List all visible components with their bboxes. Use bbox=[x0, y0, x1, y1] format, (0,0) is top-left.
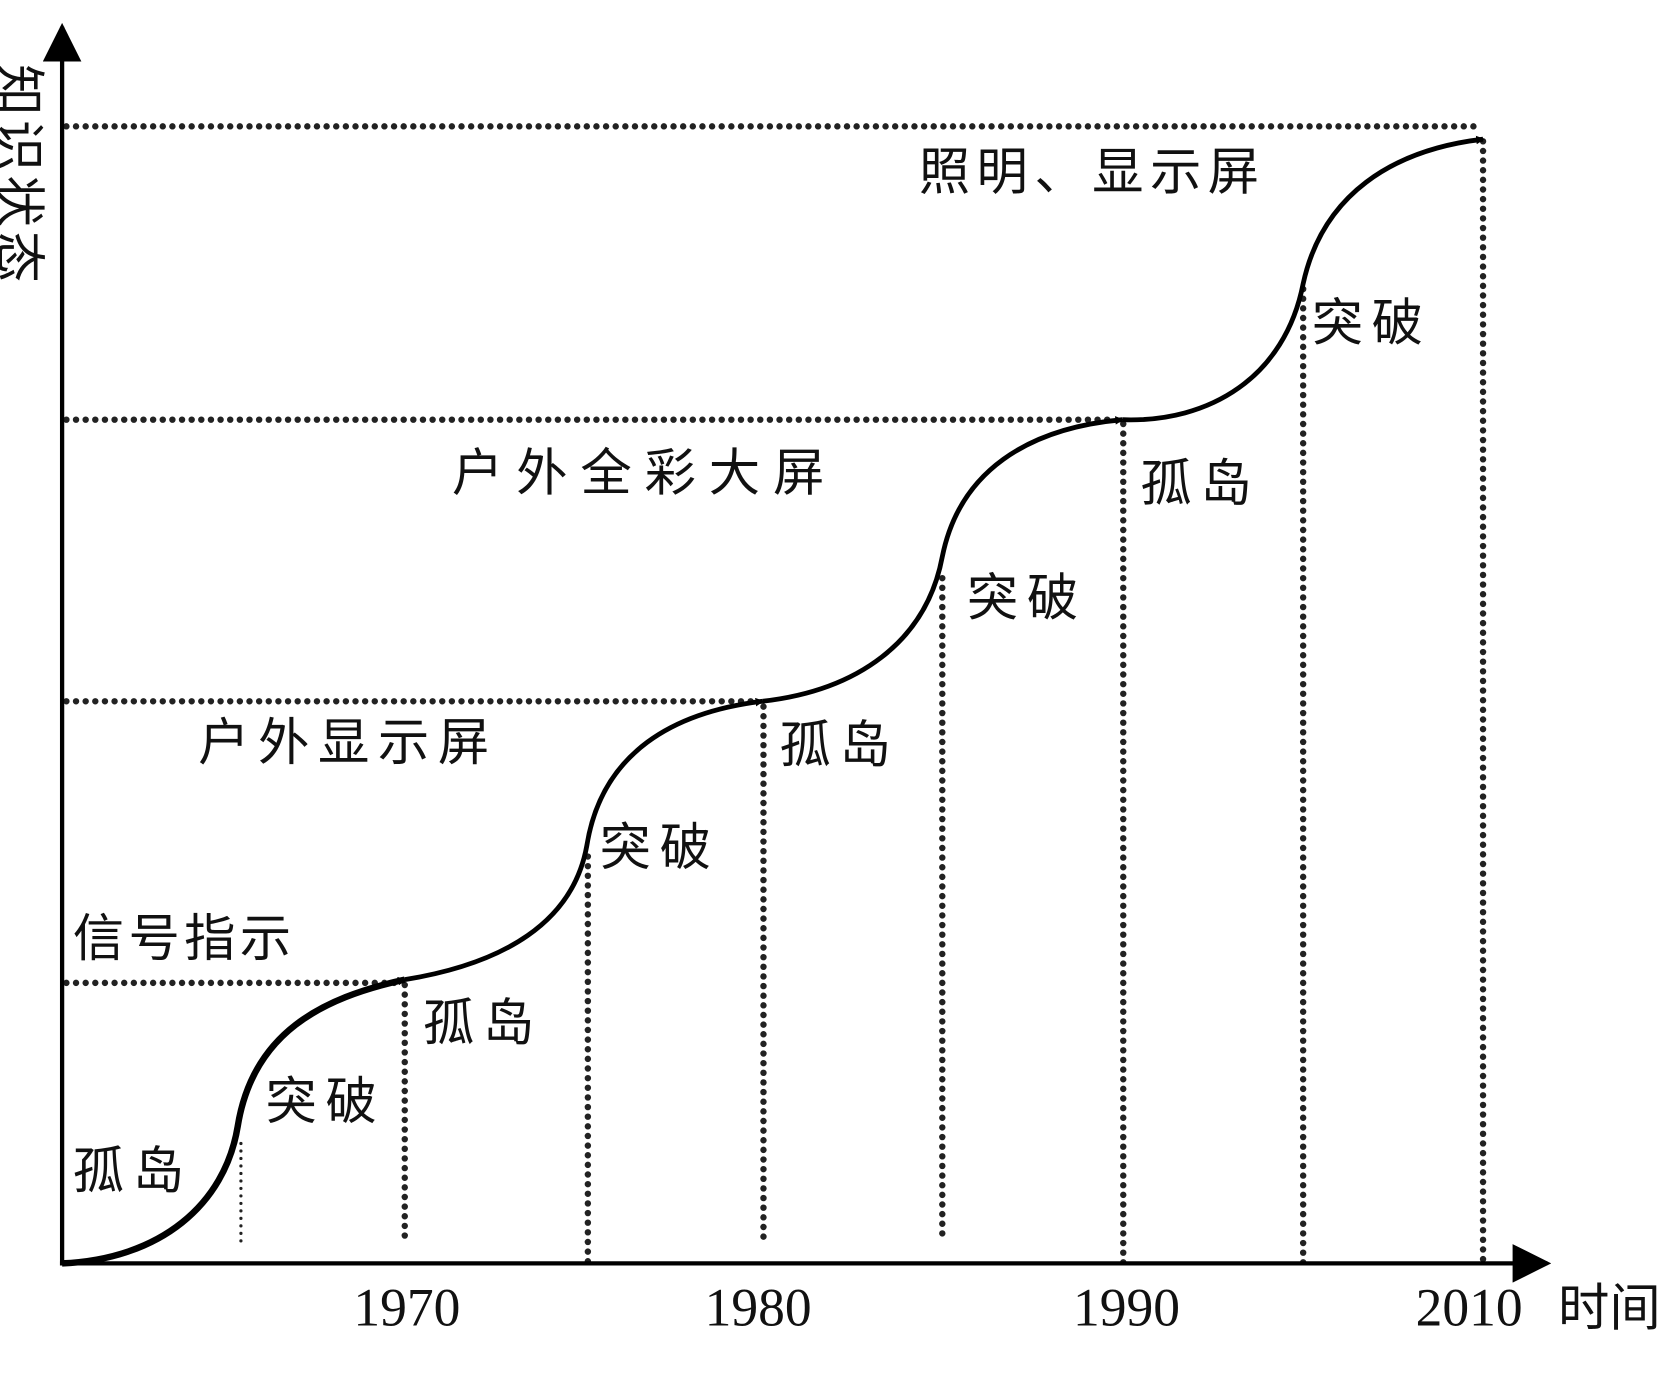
year-label: 1990 bbox=[1073, 1277, 1180, 1337]
year-label: 1970 bbox=[353, 1277, 460, 1337]
stage-label: 孤岛 bbox=[73, 1141, 193, 1201]
level-label: 户外显示屏 bbox=[198, 713, 498, 773]
year-label: 2010 bbox=[1416, 1277, 1523, 1337]
x-axis-label: 时间 bbox=[1558, 1278, 1661, 1338]
stage-label: 突破 bbox=[967, 569, 1087, 629]
stage-label: 孤岛 bbox=[780, 715, 900, 775]
curve bbox=[61, 135, 1485, 1267]
level-label: 照明、显示屏 bbox=[919, 143, 1266, 203]
stage-label: 突破 bbox=[266, 1072, 386, 1132]
stage-label: 突破 bbox=[600, 818, 720, 878]
year-label: 1980 bbox=[705, 1277, 812, 1337]
stage-label: 孤岛 bbox=[423, 994, 543, 1054]
level-label: 户外全彩大屏 bbox=[452, 443, 837, 503]
stage-label: 孤岛 bbox=[1140, 454, 1260, 514]
level-label: 信号指示 bbox=[73, 909, 296, 969]
stage-label: 突破 bbox=[1312, 293, 1432, 353]
axes bbox=[42, 22, 1552, 1283]
guides bbox=[63, 123, 1487, 1267]
y-axis-label: 知识状态 bbox=[0, 64, 48, 287]
